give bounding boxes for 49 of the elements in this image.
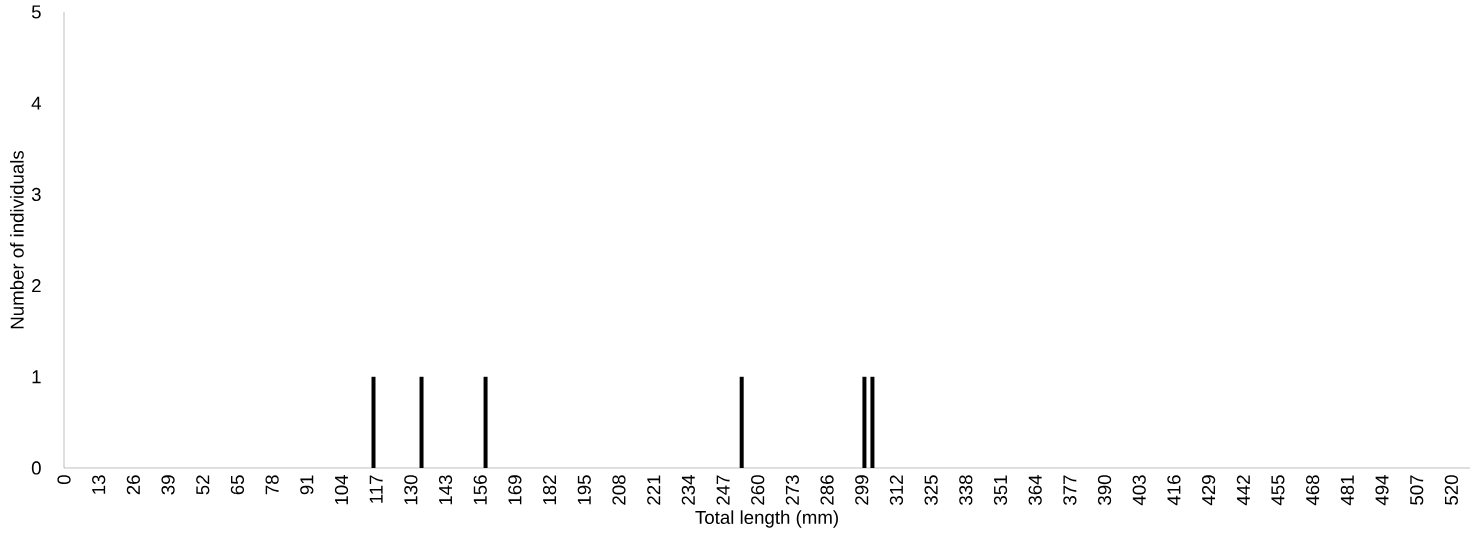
y-tick-label: 2 bbox=[32, 279, 41, 293]
x-tick-label: 390 bbox=[1097, 475, 1112, 505]
x-tick-label: 117 bbox=[369, 475, 383, 503]
x-tick-label: 234 bbox=[681, 475, 695, 505]
x-tick-label: 364 bbox=[1028, 475, 1042, 505]
x-tick-label: 286 bbox=[820, 475, 834, 505]
x-tick-label: 143 bbox=[438, 475, 453, 505]
x-tick-label: 39 bbox=[161, 475, 175, 495]
x-tick-label: 299 bbox=[855, 475, 869, 505]
x-tick-label: 351 bbox=[993, 475, 1008, 505]
x-tick-label: 442 bbox=[1236, 475, 1250, 506]
x-tick-label: 130 bbox=[404, 475, 418, 505]
x-tick-label: 65 bbox=[230, 475, 245, 495]
x-tick-label: 78 bbox=[265, 475, 279, 495]
x-tick-label: 325 bbox=[924, 475, 938, 505]
y-tick-label: 4 bbox=[31, 96, 41, 110]
x-tick-label: 91 bbox=[300, 475, 314, 495]
x-tick-label: 208 bbox=[612, 475, 626, 505]
y-tick-label: 3 bbox=[31, 187, 41, 202]
x-tick-label: 520 bbox=[1444, 475, 1458, 505]
x-tick-label: 312 bbox=[889, 475, 904, 505]
x-tick-label: 260 bbox=[751, 475, 765, 505]
x-tick-label: 195 bbox=[577, 475, 591, 505]
y-tick-label: 0 bbox=[31, 461, 41, 475]
x-tick-label: 455 bbox=[1271, 475, 1285, 506]
x-tick-label: 468 bbox=[1306, 475, 1320, 506]
x-axis-title: Total length (mm) bbox=[695, 510, 838, 528]
x-tick-label: 13 bbox=[92, 475, 106, 494]
x-tick-label: 377 bbox=[1063, 475, 1077, 505]
x-tick-label: 273 bbox=[785, 475, 799, 505]
x-tick-label: 156 bbox=[473, 475, 487, 505]
x-tick-label: 403 bbox=[1132, 475, 1146, 506]
x-tick-label: 507 bbox=[1410, 475, 1424, 505]
x-tick-label: 0 bbox=[57, 475, 71, 485]
x-tick-label: 104 bbox=[334, 475, 349, 505]
x-tick-label: 221 bbox=[647, 475, 661, 505]
x-tick-label: 52 bbox=[196, 475, 210, 495]
y-axis-title: Number of individuals bbox=[10, 150, 24, 329]
x-tick-label: 182 bbox=[542, 475, 557, 505]
y-tick-label: 5 bbox=[31, 5, 41, 19]
x-tick-label: 429 bbox=[1201, 475, 1216, 506]
x-tick-label: 416 bbox=[1167, 475, 1181, 506]
x-tick-label: 338 bbox=[959, 475, 973, 505]
x-tick-label: 26 bbox=[126, 475, 140, 495]
x-tick-label: 481 bbox=[1340, 475, 1354, 506]
x-tick-label: 169 bbox=[508, 475, 522, 505]
x-tick-label: 247 bbox=[716, 475, 730, 505]
y-tick-label: 1 bbox=[32, 370, 41, 384]
x-tick-label: 494 bbox=[1375, 475, 1389, 506]
